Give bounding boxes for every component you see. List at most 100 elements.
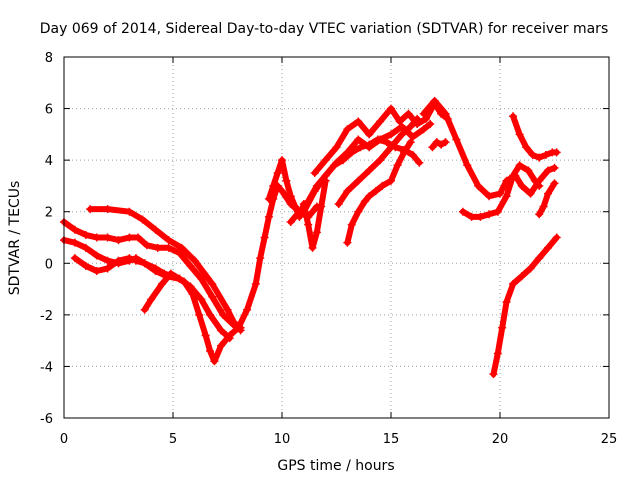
data-point: [526, 264, 535, 273]
series-trace-e: [141, 270, 183, 313]
data-point: [430, 96, 439, 105]
data-point: [103, 205, 112, 214]
data-point: [131, 256, 140, 265]
y-tick-label: -6: [40, 412, 53, 427]
data-point: [147, 295, 156, 304]
data-point: [125, 254, 134, 263]
data-point: [400, 148, 409, 157]
data-point: [188, 290, 197, 299]
data-point: [408, 150, 417, 159]
data-point: [539, 202, 548, 211]
data-point: [158, 279, 167, 288]
data-point: [543, 243, 552, 252]
data-point: [295, 207, 304, 216]
y-tick-label: 8: [45, 51, 53, 66]
data-point: [387, 130, 395, 139]
data-point: [404, 109, 413, 118]
data-point: [387, 176, 395, 185]
data-point: [356, 143, 365, 152]
data-point: [286, 218, 295, 227]
data-point: [308, 243, 317, 252]
data-point: [234, 323, 243, 332]
data-point: [175, 274, 184, 283]
data-point: [437, 140, 446, 149]
data-point: [347, 148, 356, 157]
x-tick-label: 20: [492, 432, 509, 447]
data-point: [304, 197, 313, 206]
data-point: [334, 199, 343, 208]
data-point: [395, 117, 404, 126]
y-tick-label: -2: [40, 309, 53, 324]
data-point: [515, 161, 524, 170]
y-tick-label: 4: [45, 154, 53, 169]
data-point: [81, 261, 90, 270]
data-point: [354, 207, 363, 216]
data-point: [373, 135, 382, 144]
data-point: [347, 220, 356, 229]
data-point: [70, 238, 79, 247]
data-point: [142, 241, 151, 250]
data-point: [541, 150, 550, 159]
data-point: [524, 166, 533, 175]
data-point: [517, 181, 526, 190]
data-point: [474, 181, 483, 190]
data-point: [151, 225, 160, 234]
x-tick-labels: 0 5 10 15 20 25: [60, 432, 617, 447]
data-point: [502, 192, 511, 201]
data-point: [365, 192, 374, 201]
data-point: [177, 243, 186, 252]
data-point: [208, 279, 217, 288]
data-point: [426, 120, 435, 129]
data-point: [354, 135, 363, 144]
data-point: [86, 205, 95, 214]
data-point: [354, 176, 363, 185]
y-tick-label: 2: [45, 206, 53, 221]
data-point: [282, 176, 291, 185]
data-point: [195, 310, 204, 319]
x-tick-label: 10: [274, 432, 291, 447]
data-point: [343, 187, 352, 196]
data-point: [543, 166, 552, 175]
data-point: [339, 156, 348, 165]
data-point: [493, 207, 502, 216]
data-point: [166, 269, 175, 278]
data-point: [509, 171, 518, 180]
data-point: [304, 220, 313, 229]
data-point: [552, 233, 561, 242]
data-point: [535, 254, 544, 263]
data-point: [134, 233, 143, 242]
data-point: [343, 125, 352, 134]
chart-title: Day 069 of 2014, Sidereal Day-to-day VTE…: [40, 21, 608, 37]
data-point: [291, 202, 300, 211]
data-point: [413, 114, 422, 123]
data-point: [216, 341, 225, 350]
data-point: [458, 207, 467, 216]
y-axis-label: SDTVAR / TECUs: [7, 181, 23, 296]
data-point: [517, 272, 526, 281]
data-point: [186, 261, 195, 270]
data-point: [371, 187, 380, 196]
data-point: [216, 326, 225, 335]
data-point: [153, 243, 162, 252]
data-point: [332, 143, 341, 152]
series-trace-r: [490, 234, 560, 378]
data-point: [387, 104, 395, 113]
data-point: [251, 279, 260, 288]
data-point: [321, 156, 330, 165]
data-point: [528, 150, 537, 159]
data-point: [552, 148, 561, 157]
data-point: [273, 169, 282, 178]
data-point: [543, 189, 552, 198]
data-point: [489, 370, 498, 379]
data-point: [526, 189, 535, 198]
data-point: [397, 130, 406, 139]
data-point: [103, 256, 112, 265]
data-point: [452, 135, 461, 144]
data-point: [535, 153, 544, 162]
tick-marks: [63, 56, 610, 419]
data-point: [360, 197, 369, 206]
grid: [64, 57, 609, 418]
data-point: [498, 323, 507, 332]
data-point: [208, 292, 217, 301]
